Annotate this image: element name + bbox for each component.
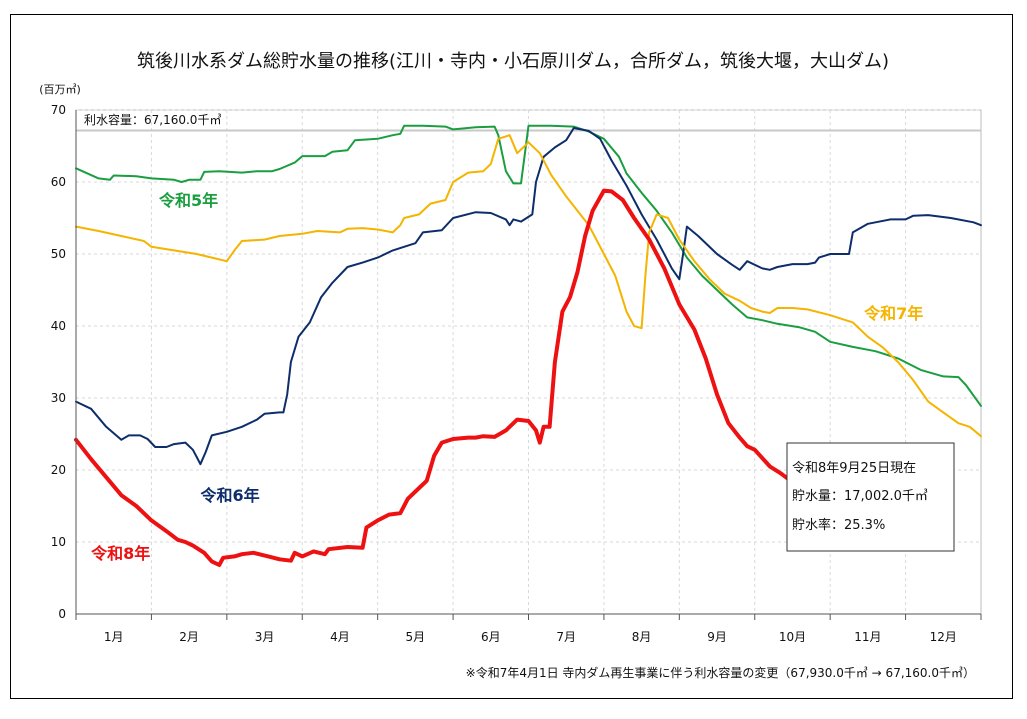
y-tick-label: 0 bbox=[58, 607, 66, 621]
x-tick-label: 12月 bbox=[930, 630, 957, 644]
info-volume: 貯水量：17,002.0千㎥ bbox=[792, 489, 928, 504]
x-tick-label: 2月 bbox=[179, 630, 199, 644]
series-label-3: 令和8年 bbox=[90, 544, 150, 563]
info-date: 令和8年9月25日現在 bbox=[792, 461, 916, 476]
series-label-1: 令和6年 bbox=[199, 486, 259, 505]
y-tick-label: 70 bbox=[51, 103, 66, 117]
axes: 0 10 20 30 40 50 60 70 1月 2月 3月 4月 5月 6月 7月 8月 9月 10月 11月 1… bbox=[51, 103, 982, 644]
chart-title: 筑後川水系ダム総貯水量の推移(江川・寺内・小石原川ダム，合所ダム，筑後大堰，大山… bbox=[137, 51, 889, 72]
series-line-1 bbox=[75, 127, 982, 466]
y-tick-label: 10 bbox=[51, 535, 66, 549]
x-tick-label: 7月 bbox=[556, 630, 576, 644]
series-label-2: 令和7年 bbox=[863, 304, 923, 323]
series-line-3 bbox=[74, 188, 806, 567]
y-axis-unit: (百万㎥) bbox=[39, 83, 81, 96]
info-box: 令和8年9月25日現在 貯水量：17,002.0千㎥ 貯水率：25.3% bbox=[786, 442, 955, 552]
series-line-2 bbox=[75, 134, 982, 438]
info-rate: 貯水率：25.3% bbox=[792, 517, 885, 533]
y-tick-label: 40 bbox=[51, 319, 66, 333]
y-tick-label: 30 bbox=[51, 391, 66, 405]
footnote: ※令和7年4月1日 寺内ダム再生事業に伴う利水容量の変更（67,930.0千㎥ … bbox=[466, 665, 975, 680]
info-box-frame bbox=[786, 442, 955, 552]
series-line-0 bbox=[75, 124, 982, 407]
x-tick-label: 9月 bbox=[707, 630, 727, 644]
grid-lines bbox=[76, 109, 981, 614]
x-tick-label: 1月 bbox=[104, 630, 124, 644]
y-tick-label: 50 bbox=[51, 247, 66, 261]
x-tick-label: 3月 bbox=[255, 630, 275, 644]
x-tick-label: 6月 bbox=[481, 630, 501, 644]
x-tick-label: 11月 bbox=[854, 630, 881, 644]
x-tick-label: 5月 bbox=[406, 630, 426, 644]
x-tick-label: 8月 bbox=[632, 630, 652, 644]
y-tick-label: 60 bbox=[51, 175, 66, 189]
series-label-0: 令和5年 bbox=[158, 191, 218, 210]
y-tick-label: 20 bbox=[51, 463, 66, 477]
series-lines bbox=[74, 124, 982, 567]
x-tick-label: 4月 bbox=[330, 630, 350, 644]
capacity-label: 利水容量：67,160.0千㎥ bbox=[84, 112, 221, 127]
x-tick-label: 10月 bbox=[779, 630, 806, 644]
